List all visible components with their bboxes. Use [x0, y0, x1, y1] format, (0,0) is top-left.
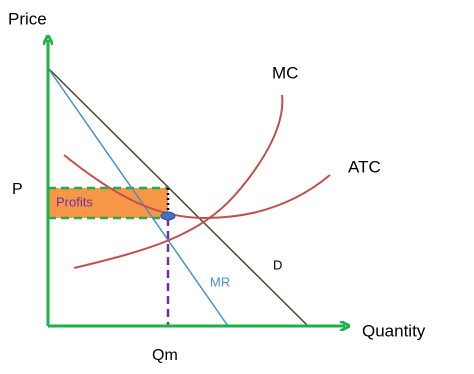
profit-area [48, 188, 168, 218]
mr-line [47, 67, 229, 327]
price-label: P [12, 181, 23, 198]
demand-line [47, 67, 309, 327]
equilibrium-point [160, 211, 176, 221]
demand-label: D [273, 257, 282, 272]
quantity-label: Qm [152, 347, 178, 364]
atc-curve [63, 154, 331, 220]
mc-curve [73, 94, 284, 269]
profits-label: Profits [56, 194, 93, 209]
x-axis-label: Quantity [362, 321, 426, 340]
mr-label: MR [210, 274, 230, 289]
mc-label: MC [272, 63, 298, 82]
y-axis-label: Price [8, 9, 47, 28]
atc-label: ATC [348, 157, 381, 176]
